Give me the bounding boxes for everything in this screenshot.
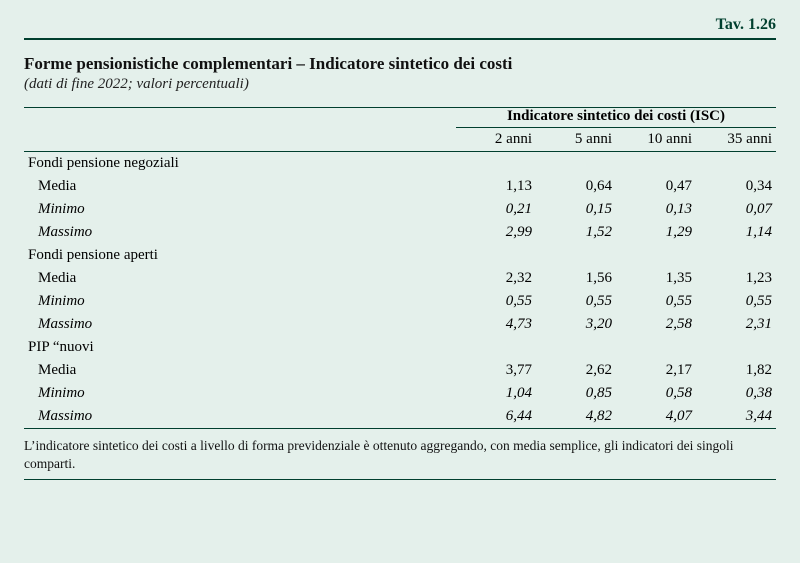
cell-value: 1,13 [456,175,536,198]
table-row: Media3,772,622,171,82 [24,359,776,382]
cell-value: 0,64 [536,175,616,198]
table-number: Tav. 1.26 [24,16,776,34]
cell-value: 0,85 [536,382,616,405]
cell-value: 3,44 [696,405,776,428]
cell-value: 2,62 [536,359,616,382]
row-label: Media [24,359,456,382]
table-row: Massimo2,991,521,291,14 [24,221,776,244]
cell-value: 1,56 [536,267,616,290]
cell-value: 2,58 [616,313,696,336]
row-label: Minimo [24,290,456,313]
table-row: Massimo4,733,202,582,31 [24,313,776,336]
cell-value: 0,34 [696,175,776,198]
row-label: Minimo [24,198,456,221]
cell-value: 1,23 [696,267,776,290]
table-container: Tav. 1.26 Forme pensionistiche complemen… [0,0,800,563]
table-row: Media1,130,640,470,34 [24,175,776,198]
row-label: Media [24,267,456,290]
row-label: Minimo [24,382,456,405]
cell-value: 0,55 [696,290,776,313]
section-header-row: Fondi pensione aperti [24,244,776,267]
bottom-rule [24,479,776,480]
cell-value: 2,31 [696,313,776,336]
cell-value: 1,29 [616,221,696,244]
cell-value: 0,55 [456,290,536,313]
row-label: Massimo [24,221,456,244]
table-body: Fondi pensione negozialiMedia1,130,640,4… [24,152,776,429]
top-rule [24,38,776,40]
cell-value: 1,14 [696,221,776,244]
cell-value: 0,58 [616,382,696,405]
table-row: Minimo0,550,550,550,55 [24,290,776,313]
cell-value: 4,82 [536,405,616,428]
table-row: Media2,321,561,351,23 [24,267,776,290]
col-header: 35 anni [696,128,776,152]
isc-table: Indicatore sintetico dei costi (ISC) 2 a… [24,107,776,428]
cell-value: 6,44 [456,405,536,428]
col-header: 5 anni [536,128,616,152]
cell-value: 3,20 [536,313,616,336]
table-row: Minimo1,040,850,580,38 [24,382,776,405]
section-header-row: Fondi pensione negoziali [24,152,776,176]
cell-value: 1,04 [456,382,536,405]
cell-value: 2,32 [456,267,536,290]
table-row: Minimo0,210,150,130,07 [24,198,776,221]
cell-value: 0,13 [616,198,696,221]
table-subtitle: (dati di fine 2022; valori percentuali) [24,76,776,93]
cell-value: 0,38 [696,382,776,405]
col-header: 10 anni [616,128,696,152]
cell-value: 4,73 [456,313,536,336]
isc-super-header: Indicatore sintetico dei costi (ISC) [456,108,776,128]
table-footnote: L’indicatore sintetico dei costi a livel… [24,437,776,473]
footnote-top-rule [24,428,776,429]
cell-value: 0,15 [536,198,616,221]
cell-value: 2,99 [456,221,536,244]
cell-value: 0,47 [616,175,696,198]
section-name: Fondi pensione aperti [24,244,776,267]
table-row: Massimo6,444,824,073,44 [24,405,776,428]
table-title: Forme pensionistiche complementari – Ind… [24,54,776,74]
table-column-header-row: 2 anni 5 anni 10 anni 35 anni [24,128,776,152]
cell-value: 1,52 [536,221,616,244]
row-label: Media [24,175,456,198]
section-header-row: PIP “nuovi [24,336,776,359]
row-label: Massimo [24,313,456,336]
cell-value: 0,55 [616,290,696,313]
section-name: Fondi pensione negoziali [24,152,776,176]
cell-value: 4,07 [616,405,696,428]
col-header: 2 anni [456,128,536,152]
table-super-header-row: Indicatore sintetico dei costi (ISC) [24,108,776,129]
cell-value: 0,07 [696,198,776,221]
cell-value: 3,77 [456,359,536,382]
row-label: Massimo [24,405,456,428]
section-name: PIP “nuovi [24,336,776,359]
cell-value: 0,55 [536,290,616,313]
cell-value: 1,35 [616,267,696,290]
cell-value: 0,21 [456,198,536,221]
cell-value: 2,17 [616,359,696,382]
cell-value: 1,82 [696,359,776,382]
